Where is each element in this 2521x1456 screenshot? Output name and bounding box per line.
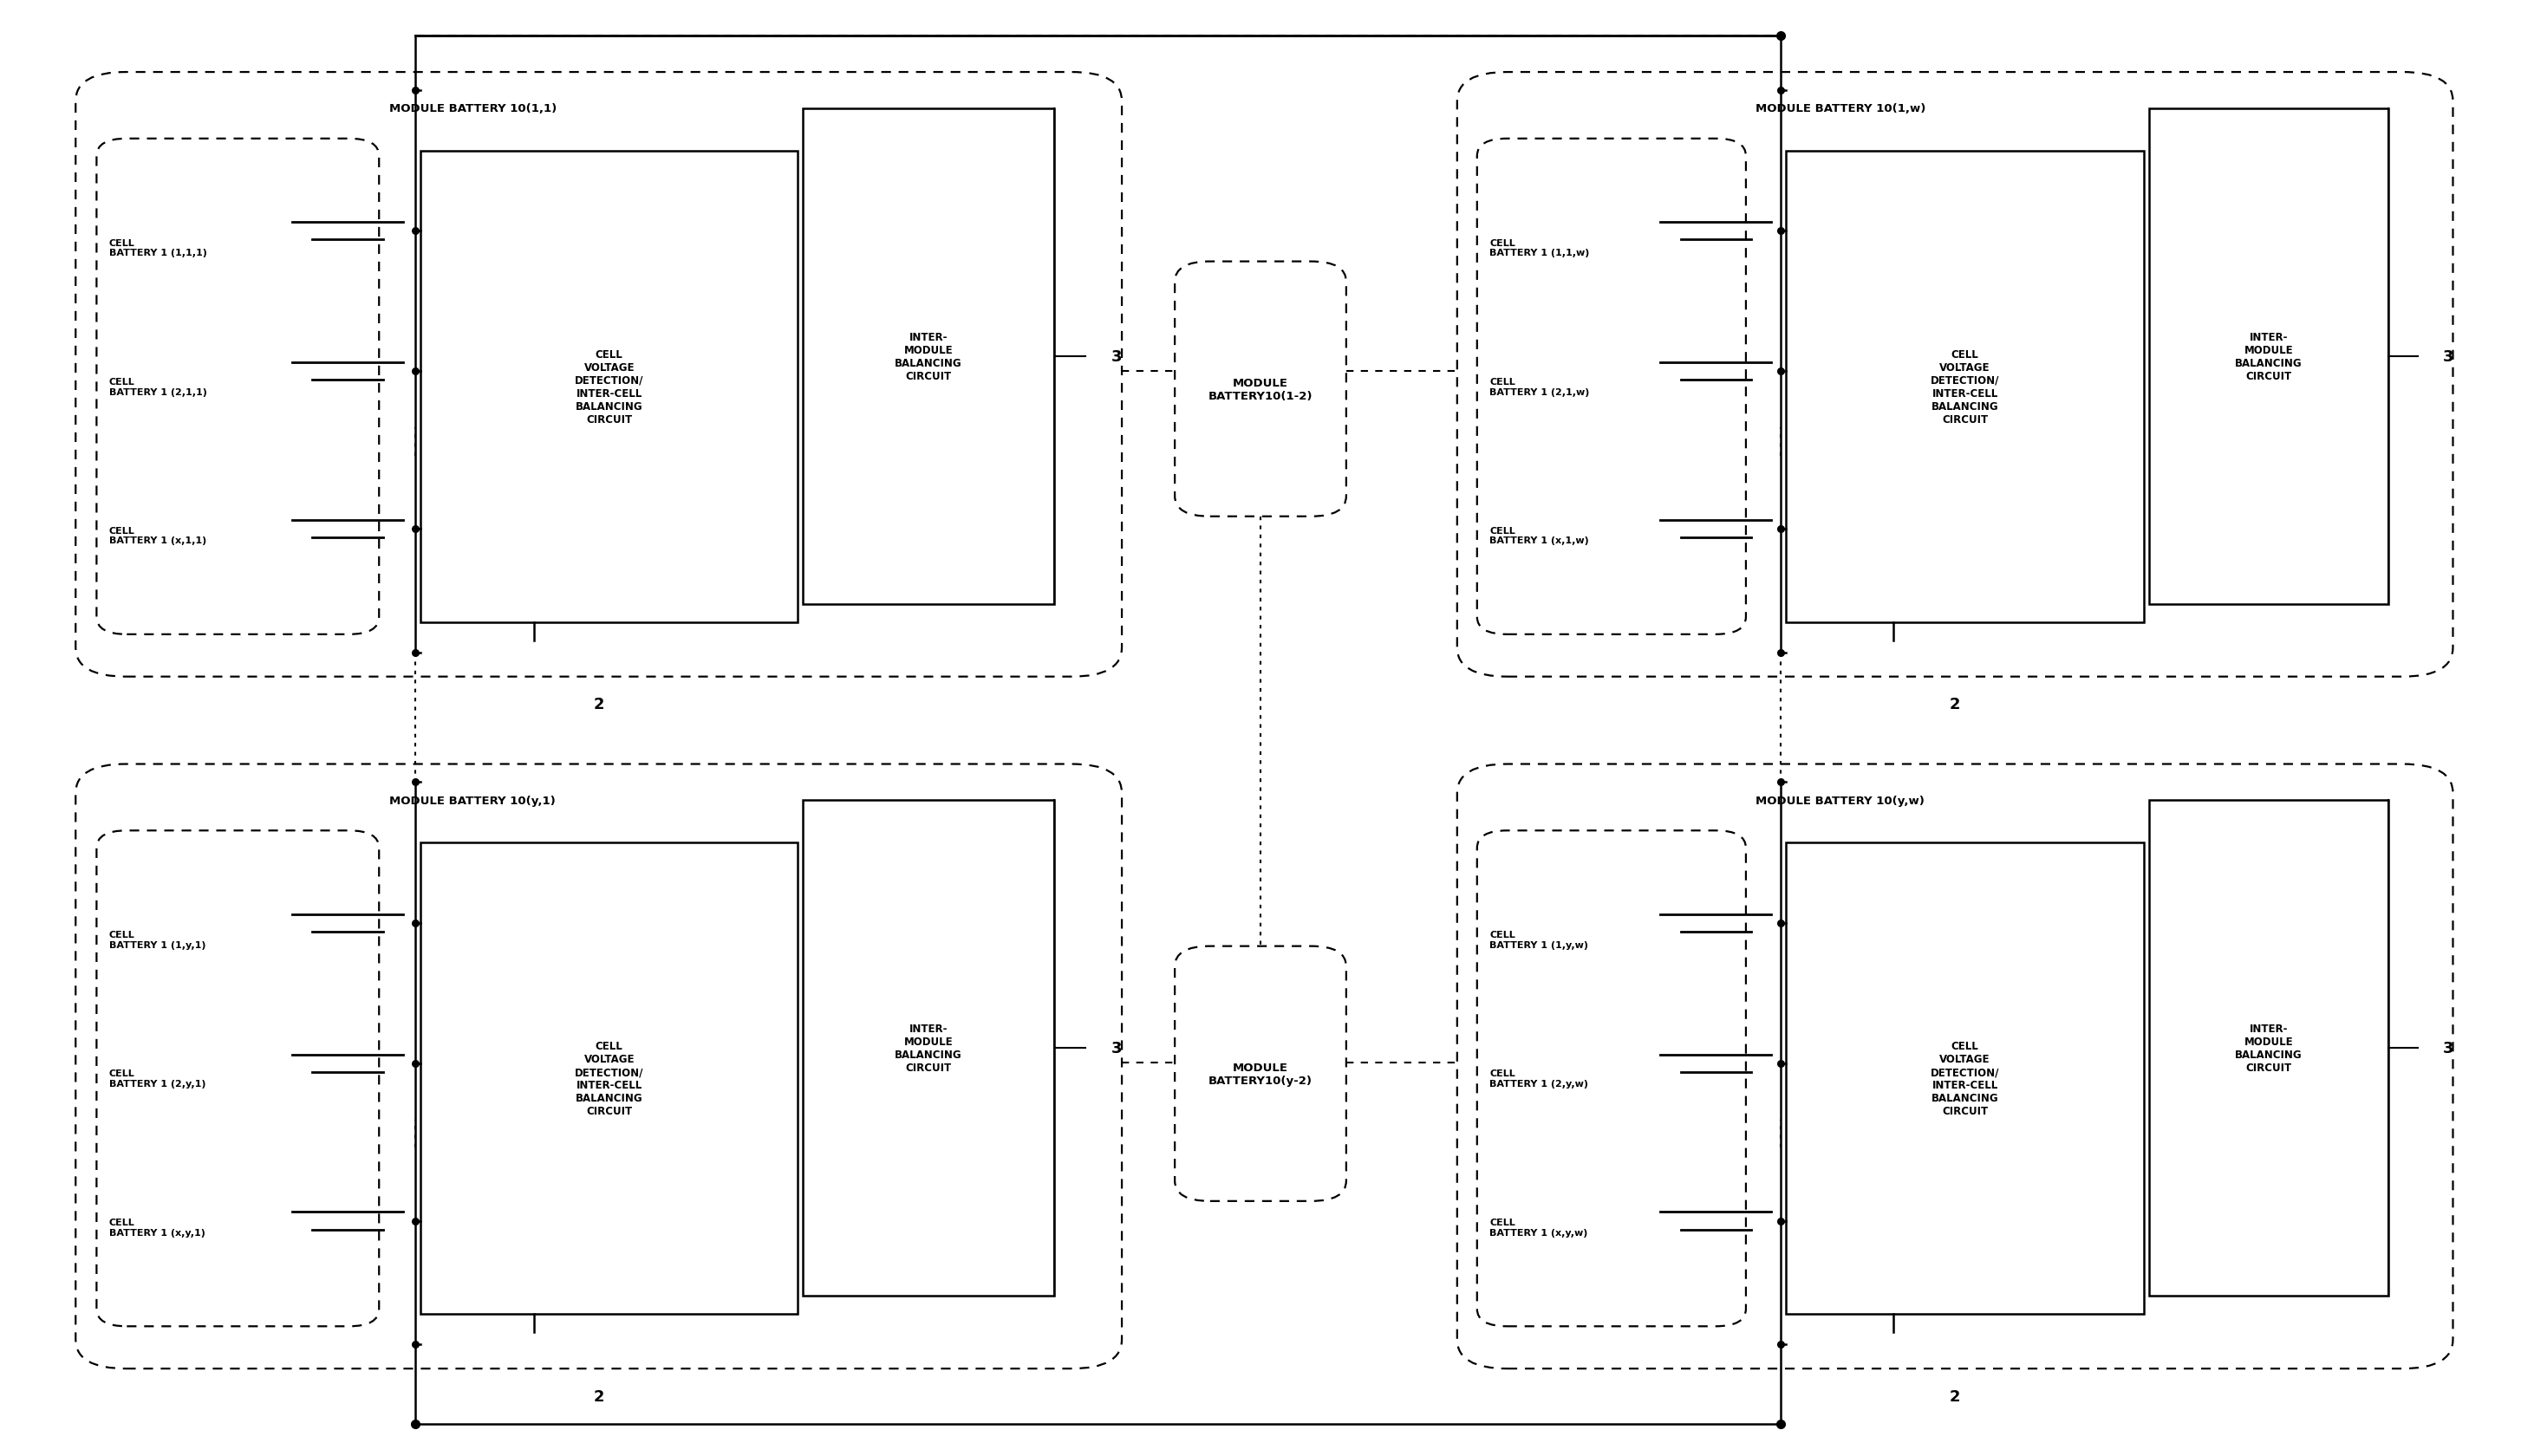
- Text: CELL
VOLTAGE
DETECTION/
INTER-CELL
BALANCING
CIRCUIT: CELL VOLTAGE DETECTION/ INTER-CELL BALAN…: [1931, 1041, 1999, 1117]
- Bar: [1785, 843, 2145, 1315]
- Text: CELL
BATTERY 1 (x,y,1): CELL BATTERY 1 (x,y,1): [108, 1217, 204, 1236]
- Text: CELL
BATTERY 1 (x,1,w): CELL BATTERY 1 (x,1,w): [1490, 526, 1588, 545]
- Text: CELL
BATTERY 1 (1,1,w): CELL BATTERY 1 (1,1,w): [1490, 239, 1591, 258]
- Text: CELL
BATTERY 1 (x,1,1): CELL BATTERY 1 (x,1,1): [108, 526, 207, 545]
- Text: 2: 2: [592, 696, 605, 712]
- Bar: [421, 843, 797, 1315]
- Text: MODULE BATTERY 10(y,1): MODULE BATTERY 10(y,1): [388, 795, 555, 807]
- Text: MODULE
BATTERY10(1-2): MODULE BATTERY10(1-2): [1208, 377, 1313, 402]
- Text: MODULE BATTERY 10(1,w): MODULE BATTERY 10(1,w): [1755, 103, 1926, 115]
- Text: 2: 2: [1949, 696, 1961, 712]
- Text: 3: 3: [2443, 1041, 2453, 1056]
- Text: CELL
VOLTAGE
DETECTION/
INTER-CELL
BALANCING
CIRCUIT: CELL VOLTAGE DETECTION/ INTER-CELL BALAN…: [575, 349, 643, 425]
- Bar: [802, 801, 1054, 1296]
- Text: CELL
BATTERY 1 (2,1,1): CELL BATTERY 1 (2,1,1): [108, 377, 207, 396]
- Text: 3: 3: [1112, 1041, 1122, 1056]
- Text: CELL
BATTERY 1 (1,y,1): CELL BATTERY 1 (1,y,1): [108, 930, 207, 949]
- Bar: [802, 109, 1054, 604]
- Text: CELL
BATTERY 1 (2,y,w): CELL BATTERY 1 (2,y,w): [1490, 1069, 1588, 1088]
- Bar: [2150, 801, 2387, 1296]
- Text: MODULE BATTERY 10(1,1): MODULE BATTERY 10(1,1): [388, 103, 557, 115]
- Bar: [1785, 151, 2145, 623]
- Text: INTER-
MODULE
BALANCING
CIRCUIT: INTER- MODULE BALANCING CIRCUIT: [895, 332, 963, 381]
- Text: MODULE BATTERY 10(y,w): MODULE BATTERY 10(y,w): [1755, 795, 1926, 807]
- Text: 2: 2: [592, 1388, 605, 1404]
- Text: 2: 2: [1949, 1388, 1961, 1404]
- Text: CELL
BATTERY 1 (1,y,w): CELL BATTERY 1 (1,y,w): [1490, 930, 1588, 949]
- Text: CELL
BATTERY 1 (2,y,1): CELL BATTERY 1 (2,y,1): [108, 1069, 207, 1088]
- Text: CELL
VOLTAGE
DETECTION/
INTER-CELL
BALANCING
CIRCUIT: CELL VOLTAGE DETECTION/ INTER-CELL BALAN…: [575, 1041, 643, 1117]
- Text: CELL
BATTERY 1 (1,1,1): CELL BATTERY 1 (1,1,1): [108, 239, 207, 258]
- Bar: [2150, 109, 2387, 604]
- Text: 3: 3: [1112, 349, 1122, 364]
- Text: CELL
BATTERY 1 (2,1,w): CELL BATTERY 1 (2,1,w): [1490, 377, 1591, 396]
- Text: MODULE
BATTERY10(y-2): MODULE BATTERY10(y-2): [1208, 1061, 1313, 1086]
- Text: 3: 3: [2443, 349, 2453, 364]
- Bar: [421, 151, 797, 623]
- Text: CELL
VOLTAGE
DETECTION/
INTER-CELL
BALANCING
CIRCUIT: CELL VOLTAGE DETECTION/ INTER-CELL BALAN…: [1931, 349, 1999, 425]
- Text: INTER-
MODULE
BALANCING
CIRCUIT: INTER- MODULE BALANCING CIRCUIT: [2236, 332, 2302, 381]
- Text: INTER-
MODULE
BALANCING
CIRCUIT: INTER- MODULE BALANCING CIRCUIT: [895, 1024, 963, 1073]
- Text: INTER-
MODULE
BALANCING
CIRCUIT: INTER- MODULE BALANCING CIRCUIT: [2236, 1024, 2302, 1073]
- Text: CELL
BATTERY 1 (x,y,w): CELL BATTERY 1 (x,y,w): [1490, 1217, 1588, 1236]
